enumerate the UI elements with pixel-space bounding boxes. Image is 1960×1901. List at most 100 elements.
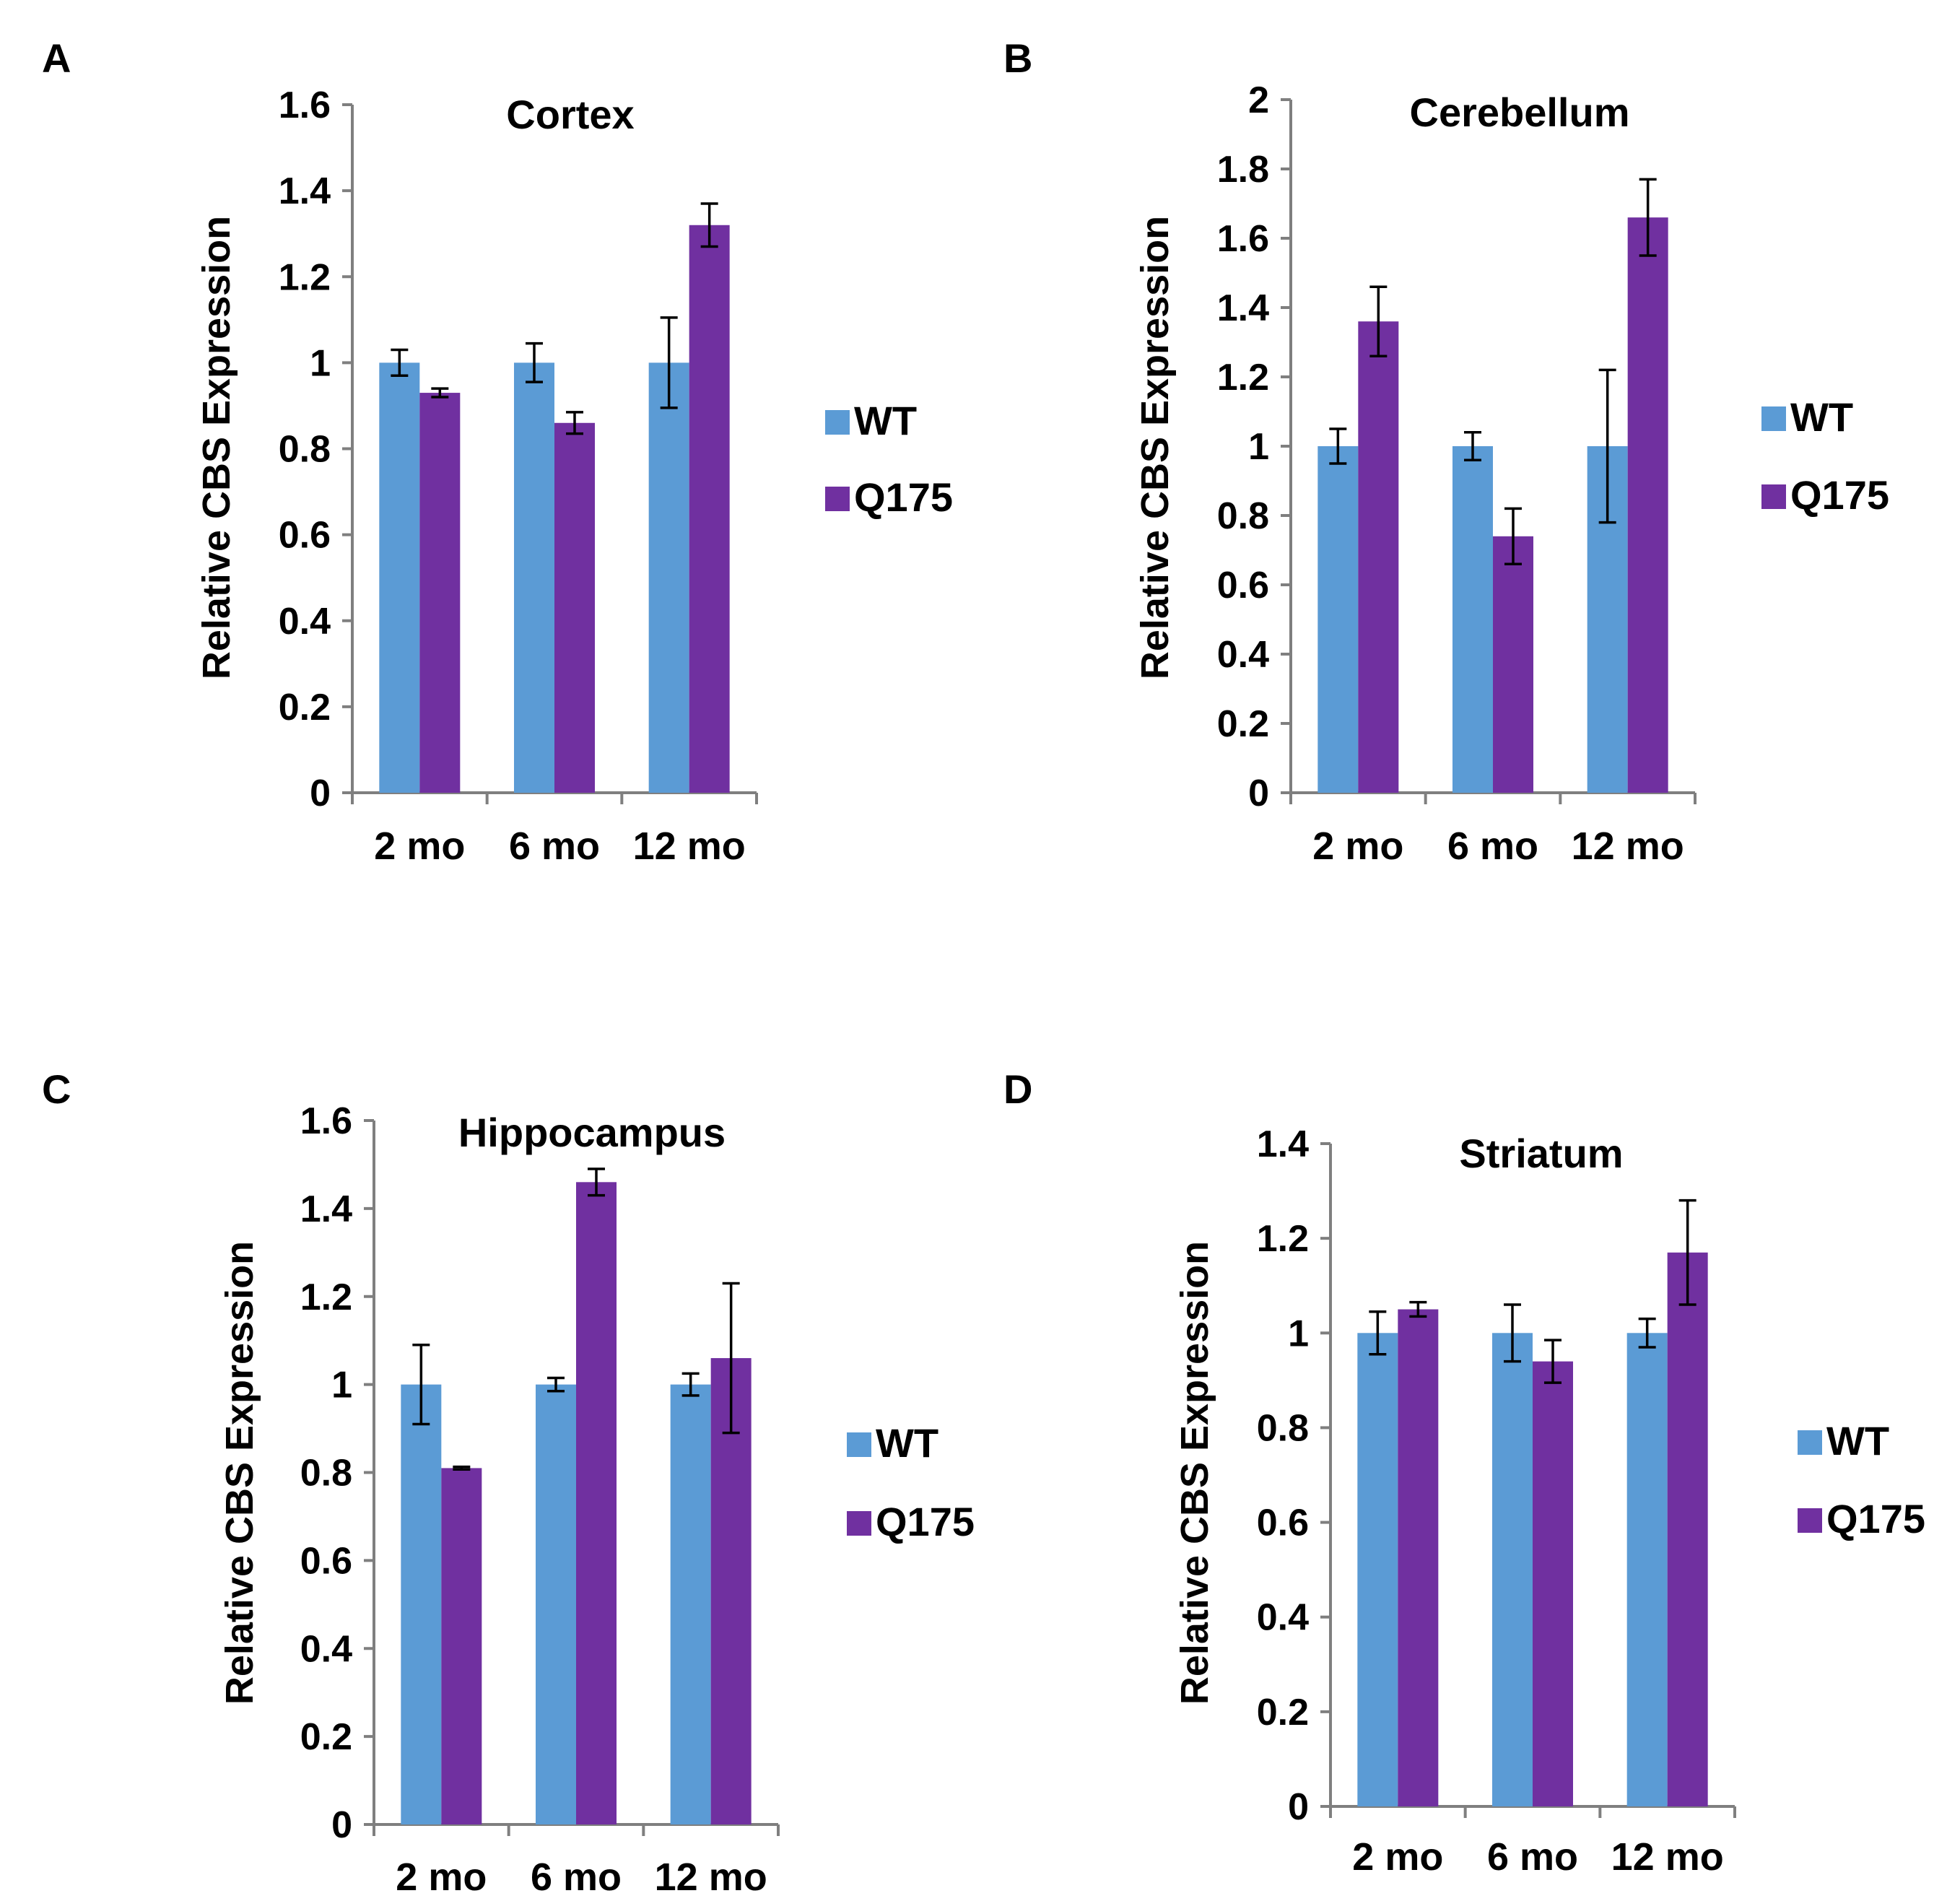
y-tick-label: 1.4 [300,1188,352,1230]
error-bar-wt-2-mo [1369,1310,1387,1356]
error-bar-q175-6-mo [1544,1339,1562,1384]
panel-letter: A [42,35,71,81]
y-tick-label: 0.2 [1217,703,1269,745]
y-tick-label: 0.2 [300,1716,352,1758]
chart-panel-b: B Cerebellum Relative CBS Expression 0 0.2 0.… [1003,35,1889,868]
y-tick-label: 1.6 [279,84,331,126]
y-tick-label: 1.8 [1217,149,1269,191]
chart-title: Striatum [1459,1131,1623,1176]
y-tick-label: 2 [1248,79,1269,121]
y-tick-label: 0.2 [279,687,331,728]
y-tick-label: 1.4 [1257,1123,1309,1165]
bar-q175-12-mo [710,1358,752,1824]
error-bar-q175-12-mo [700,202,718,248]
y-axis-label: Relative CBS Expression [195,216,238,679]
legend-label: Q175 [1790,472,1889,518]
legend-swatch [825,487,850,511]
y-tick-label: 0.8 [1217,495,1269,537]
bar-q175-2-mo [419,393,461,793]
legend-swatch [1761,484,1786,509]
error-bar-wt-2-mo [412,1344,430,1426]
y-axis-label: Relative CBS Expression [1173,1241,1216,1705]
bar-q175-6-mo [1493,536,1533,793]
y-tick-label: 0.8 [300,1453,352,1495]
chart-title: Cerebellum [1410,90,1630,135]
legend-swatch [1798,1430,1822,1455]
legend-entry-q175: Q175 [847,1499,975,1544]
legend-label: WT [1826,1418,1889,1463]
bar-wt-2-mo [401,1384,442,1824]
legend-entry-wt: WT [1798,1418,1889,1463]
y-tick-label: 1 [1288,1313,1309,1354]
bar-wt-6-mo [1452,446,1493,793]
y-axis-label: Relative CBS Expression [1133,216,1177,679]
bar-wt-2-mo [1357,1333,1398,1806]
x-category-label: 2 mo [1312,825,1403,868]
chart-panel-d: D Striatum Relative CBS Expression 0 0.2 0.4 0… [1003,1066,1925,1879]
panel-letter: D [1003,1066,1032,1112]
bar-wt-12-mo [648,362,689,793]
legend-entry-q175: Q175 [1761,472,1889,518]
x-category-label: 6 mo [509,825,600,868]
chart-title: Cortex [506,92,634,137]
y-tick-label: 0.4 [300,1628,352,1670]
y-tick-label: 1.6 [1217,218,1269,260]
legend-label: Q175 [876,1499,975,1544]
error-bar-q175-12-mo [722,1282,740,1435]
y-tick-label: 1.6 [300,1100,352,1142]
y-tick-label: 0.6 [279,515,331,557]
bar-q175-6-mo [554,422,595,793]
y-tick-label: 0.4 [1217,634,1269,676]
bar-q175-6-mo [1533,1361,1573,1806]
y-tick-label: 0.8 [279,429,331,471]
legend-swatch [825,410,850,435]
bar-q175-6-mo [576,1182,617,1824]
y-axis-label: Relative CBS Expression [218,1241,261,1705]
legend-entry-q175: Q175 [1798,1496,1925,1541]
y-tick-label: 1.2 [1217,357,1269,399]
bar-wt-12-mo [1626,1333,1668,1806]
error-bar-wt-12-mo [1598,368,1616,524]
y-tick-label: 0 [1288,1786,1309,1828]
y-tick-label: 1 [331,1365,352,1406]
x-category-label: 12 mo [1611,1835,1724,1879]
y-tick-label: 0.6 [1257,1502,1309,1544]
y-tick-label: 1.4 [279,170,331,212]
error-bar-q175-6-mo [566,411,583,435]
bar-q175-2-mo [441,1468,482,1824]
bar-wt-6-mo [536,1384,576,1824]
panel-letter: C [42,1066,71,1112]
bar-q175-12-mo [689,225,730,793]
legend-swatch [847,1432,871,1457]
chart-panel-c: C Hippocampus Relative CBS Expression 0 0.2 0… [42,1066,975,1899]
y-tick-label: 1.2 [300,1276,352,1318]
y-tick-label: 0.4 [1257,1597,1309,1639]
bar-q175-2-mo [1358,321,1399,793]
legend-label: WT [854,398,917,443]
chart-panel-a: A Cortex Relative CBS Expression 0 0.2 0.4 0.6… [42,35,953,868]
error-bar-wt-6-mo [526,342,543,383]
y-tick-label: 1.2 [279,256,331,298]
legend-label: Q175 [854,474,953,520]
bar-wt-2-mo [1317,446,1359,793]
legend-label: WT [1790,394,1853,440]
y-tick-label: 1.4 [1217,287,1269,329]
x-category-label: 6 mo [1447,825,1538,868]
x-category-label: 6 mo [531,1856,622,1899]
panel-letter: B [1003,35,1032,81]
x-category-label: 12 mo [655,1856,767,1899]
bar-q175-12-mo [1667,1252,1708,1806]
x-category-label: 6 mo [1487,1835,1578,1879]
bar-wt-6-mo [514,362,554,793]
x-category-label: 2 mo [1352,1835,1443,1879]
x-category-label: 2 mo [396,1856,487,1899]
error-bar-wt-2-mo [391,348,409,377]
x-category-label: 12 mo [1572,825,1684,868]
y-tick-label: 0 [331,1804,352,1846]
y-tick-label: 0.6 [300,1540,352,1582]
error-bar-wt-12-mo [681,1372,700,1397]
error-bar-q175-12-mo [1678,1199,1697,1306]
error-bar-wt-2-mo [1329,427,1347,465]
error-bar-q175-12-mo [1639,178,1657,257]
